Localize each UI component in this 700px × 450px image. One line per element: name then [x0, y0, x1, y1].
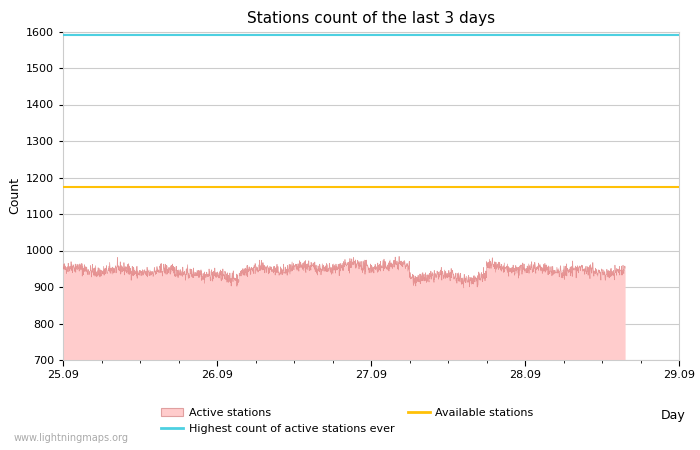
Y-axis label: Count: Count [8, 177, 22, 214]
Text: www.lightningmaps.org: www.lightningmaps.org [14, 433, 129, 443]
Legend: Active stations, Highest count of active stations ever, Available stations: Active stations, Highest count of active… [161, 408, 533, 434]
Title: Stations count of the last 3 days: Stations count of the last 3 days [247, 11, 495, 26]
Text: Day: Day [662, 410, 686, 423]
